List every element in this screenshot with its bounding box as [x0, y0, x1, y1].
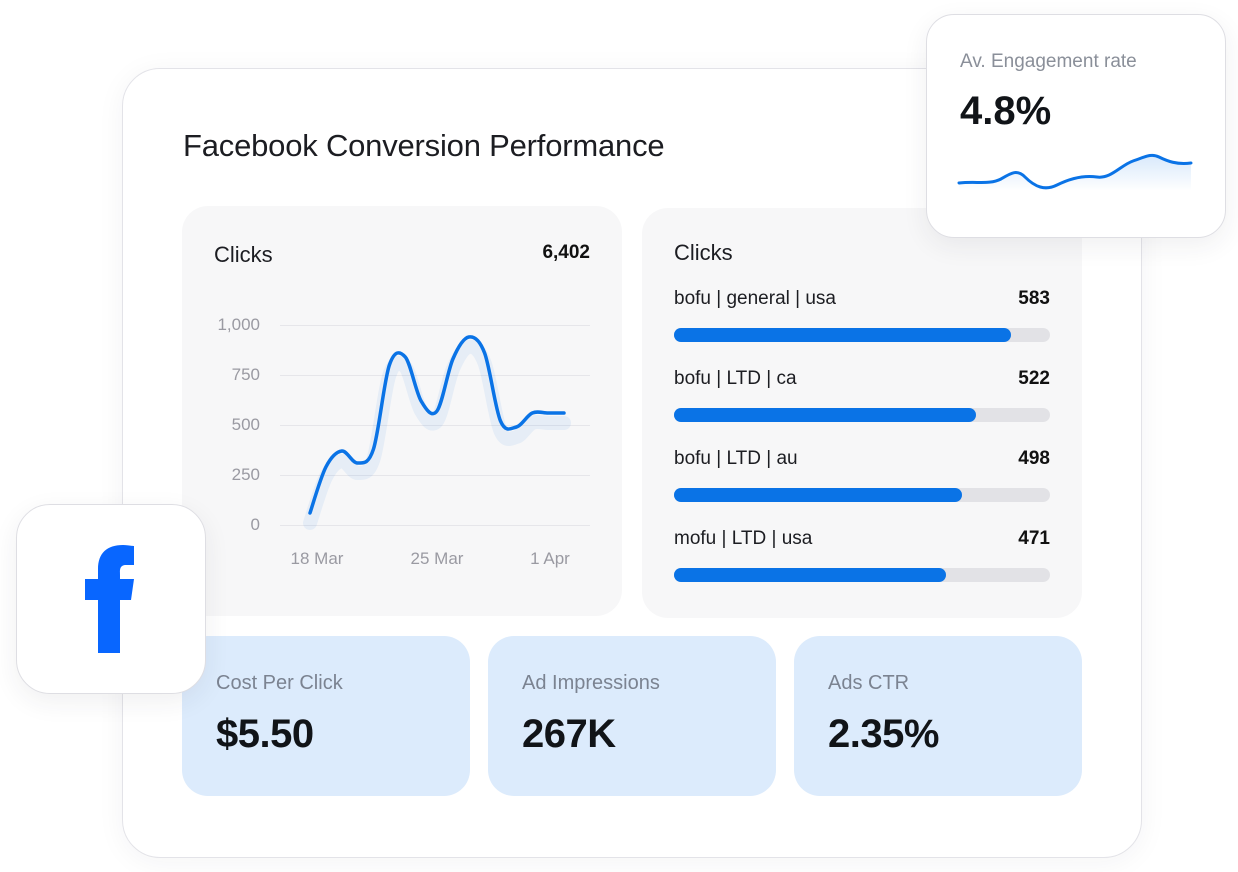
clicks-series-shadow	[303, 339, 571, 530]
kpi-label: Ad Impressions	[522, 672, 660, 694]
campaign-bar-row: bofu | general | usa 583	[674, 288, 1050, 348]
kpi-card-cost-per-click: Cost Per Click $5.50	[182, 636, 470, 796]
facebook-icon	[85, 545, 134, 653]
bar-fill	[674, 328, 1012, 342]
bar-fill	[674, 408, 976, 422]
x-tick-label: 25 Mar	[410, 549, 464, 568]
campaign-label: mofu | LTD | usa	[674, 528, 813, 549]
x-tick-label: 1 Apr	[530, 549, 570, 568]
clicks-chart-title: Clicks	[214, 242, 273, 267]
page-title: Facebook Conversion Performance	[183, 128, 665, 163]
engagement-rate-card: Av. Engagement rate 4.8%	[926, 14, 1226, 238]
grid-line	[280, 325, 590, 326]
y-tick-label: 0	[250, 515, 260, 534]
sparkline-area	[959, 155, 1191, 191]
campaign-bar-row: mofu | LTD | usa 471	[674, 528, 1050, 588]
clicks-total: 6,402	[542, 242, 590, 263]
engagement-sparkline	[957, 153, 1193, 191]
bar-fill	[674, 568, 947, 582]
campaign-clicks: 583	[1018, 288, 1050, 309]
kpi-value: 2.35%	[828, 712, 939, 756]
kpi-label: Cost Per Click	[216, 672, 343, 694]
y-tick-label: 1,000	[217, 315, 260, 334]
campaign-clicks: 471	[1018, 528, 1050, 549]
grid-line	[280, 525, 590, 526]
kpi-value: 267K	[522, 712, 616, 756]
x-tick-label: 18 Mar	[290, 549, 344, 568]
kpi-label: Ads CTR	[828, 672, 910, 694]
clicks-line-plot	[303, 335, 571, 530]
clicks-breakdown-title: Clicks	[674, 240, 733, 265]
campaign-bar-row: bofu | LTD | ca 522	[674, 368, 1050, 428]
clicks-series-line	[308, 335, 566, 515]
grid-line	[280, 475, 590, 476]
grid-line	[280, 375, 590, 376]
y-tick-label: 750	[231, 365, 260, 384]
clicks-line-chart-panel: Clicks 6,402 1,000 750 500 250 0 18 Mar …	[182, 206, 622, 616]
bar-track	[674, 568, 1050, 582]
y-tick-label: 250	[231, 465, 260, 484]
bar-track	[674, 328, 1050, 342]
grid-line	[280, 425, 590, 426]
campaign-label: bofu | general | usa	[674, 288, 836, 309]
campaign-bar-row: bofu | LTD | au 498	[674, 448, 1050, 508]
engagement-value: 4.8%	[960, 89, 1052, 133]
bar-track	[674, 408, 1050, 422]
bar-fill	[674, 488, 963, 502]
kpi-card-ad-impressions: Ad Impressions 267K	[488, 636, 776, 796]
clicks-breakdown-panel: Clicks bofu | general | usa 583 bofu | L…	[642, 208, 1082, 618]
campaign-clicks: 498	[1018, 448, 1050, 469]
campaign-label: bofu | LTD | au	[674, 448, 798, 469]
bar-track	[674, 488, 1050, 502]
kpi-card-ads-ctr: Ads CTR 2.35%	[794, 636, 1082, 796]
facebook-logo-tile	[16, 504, 206, 694]
y-tick-label: 500	[231, 415, 260, 434]
kpi-value: $5.50	[216, 712, 314, 756]
campaign-label: bofu | LTD | ca	[674, 368, 797, 389]
sparkline-line	[957, 153, 1193, 190]
campaign-clicks: 522	[1018, 368, 1050, 389]
engagement-label: Av. Engagement rate	[960, 51, 1137, 72]
